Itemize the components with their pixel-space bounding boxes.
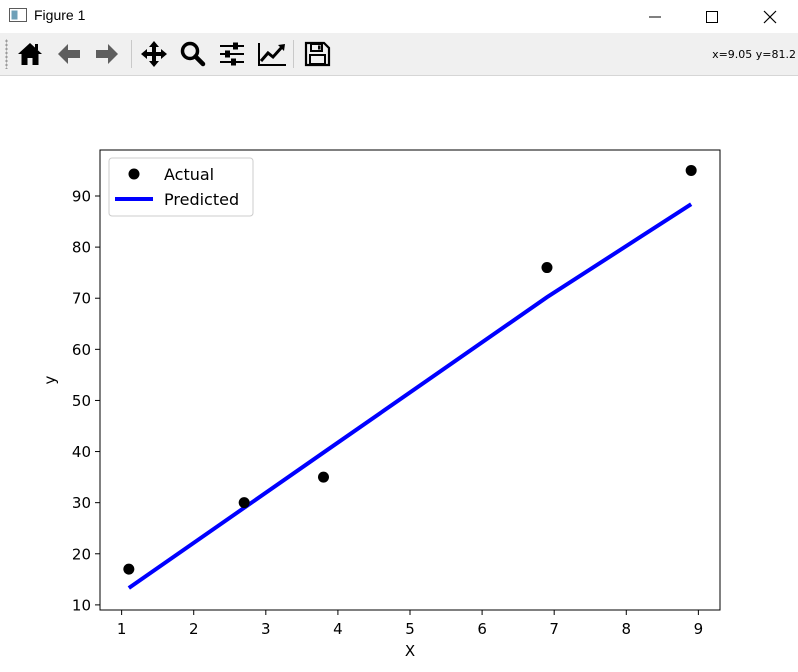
y-tick-label: 40 — [72, 443, 91, 461]
window-title: Figure 1 — [34, 7, 86, 23]
y-tick-label: 30 — [72, 494, 91, 512]
figure-app-icon — [9, 8, 27, 22]
toolbar-grip[interactable] — [5, 39, 8, 69]
predicted-line — [127, 202, 693, 590]
x-tick-label: 7 — [549, 620, 559, 638]
y-tick-label: 70 — [72, 290, 91, 308]
pan-button[interactable] — [137, 38, 171, 70]
x-tick-label: 1 — [117, 620, 127, 638]
x-tick-label: 5 — [405, 620, 415, 638]
minimize-button[interactable] — [626, 0, 684, 33]
x-tick-label: 3 — [261, 620, 271, 638]
figure-canvas[interactable]: 1 2 3 4 5 6 7 8 9 10 20 30 40 50 60 70 80 90 Xy Actual Predi… — [0, 76, 798, 672]
configure-subplots-button[interactable] — [215, 38, 249, 70]
cursor-coordinates: x=9.05 y=81.2 — [712, 48, 796, 61]
x-axis-label: X — [405, 642, 415, 660]
home-button[interactable] — [13, 38, 47, 70]
back-button[interactable] — [52, 38, 86, 70]
maximize-icon — [706, 11, 718, 23]
actual-point — [541, 262, 553, 274]
toolbar-separator — [131, 40, 132, 68]
x-tick-label: 6 — [477, 620, 487, 638]
home-icon — [18, 43, 42, 65]
actual-point — [317, 471, 329, 483]
window-titlebar: Figure 1 — [0, 0, 798, 33]
x-tick-label: 9 — [694, 620, 704, 638]
close-button[interactable] — [741, 0, 798, 33]
zoom-icon — [180, 41, 206, 67]
legend-label-actual: Actual — [164, 165, 214, 184]
y-tick-label: 80 — [72, 239, 91, 257]
y-tick-label: 20 — [72, 545, 91, 563]
y-tick-label: 90 — [72, 188, 91, 206]
x-tick-label: 8 — [622, 620, 632, 638]
y-tick-label: 60 — [72, 341, 91, 359]
legend-box — [108, 157, 254, 217]
forward-arrow-icon — [96, 44, 118, 64]
legend-label-predicted: Predicted — [164, 190, 239, 209]
actual-point — [238, 497, 250, 509]
y-tick-label: 50 — [72, 392, 91, 410]
navigation-toolbar: x=9.05 y=81.2 — [0, 33, 798, 76]
save-button[interactable] — [300, 38, 334, 70]
zoom-button[interactable] — [176, 38, 210, 70]
axes: 1 2 3 4 5 6 7 8 9 10 20 30 40 50 60 70 80 90 Xy Actual Predi… — [41, 149, 721, 660]
minimize-icon — [649, 16, 661, 18]
x-tick-label: 4 — [333, 620, 343, 638]
edit-axis-icon — [258, 43, 286, 66]
toolbar-separator — [293, 40, 294, 68]
y-axis-label: y — [41, 375, 59, 384]
x-tick-label: 2 — [189, 620, 199, 638]
close-icon — [763, 10, 777, 24]
pan-icon — [141, 41, 167, 67]
actual-point — [123, 563, 135, 575]
back-arrow-icon — [58, 44, 80, 64]
legend-marker-actual — [128, 168, 140, 180]
forward-button[interactable] — [90, 38, 124, 70]
edit-axis-button[interactable] — [254, 38, 288, 70]
save-icon — [304, 41, 331, 67]
y-tick-label: 10 — [72, 596, 91, 614]
configure-subplots-icon — [220, 42, 244, 66]
maximize-button[interactable] — [683, 0, 741, 33]
actual-point — [685, 164, 697, 176]
